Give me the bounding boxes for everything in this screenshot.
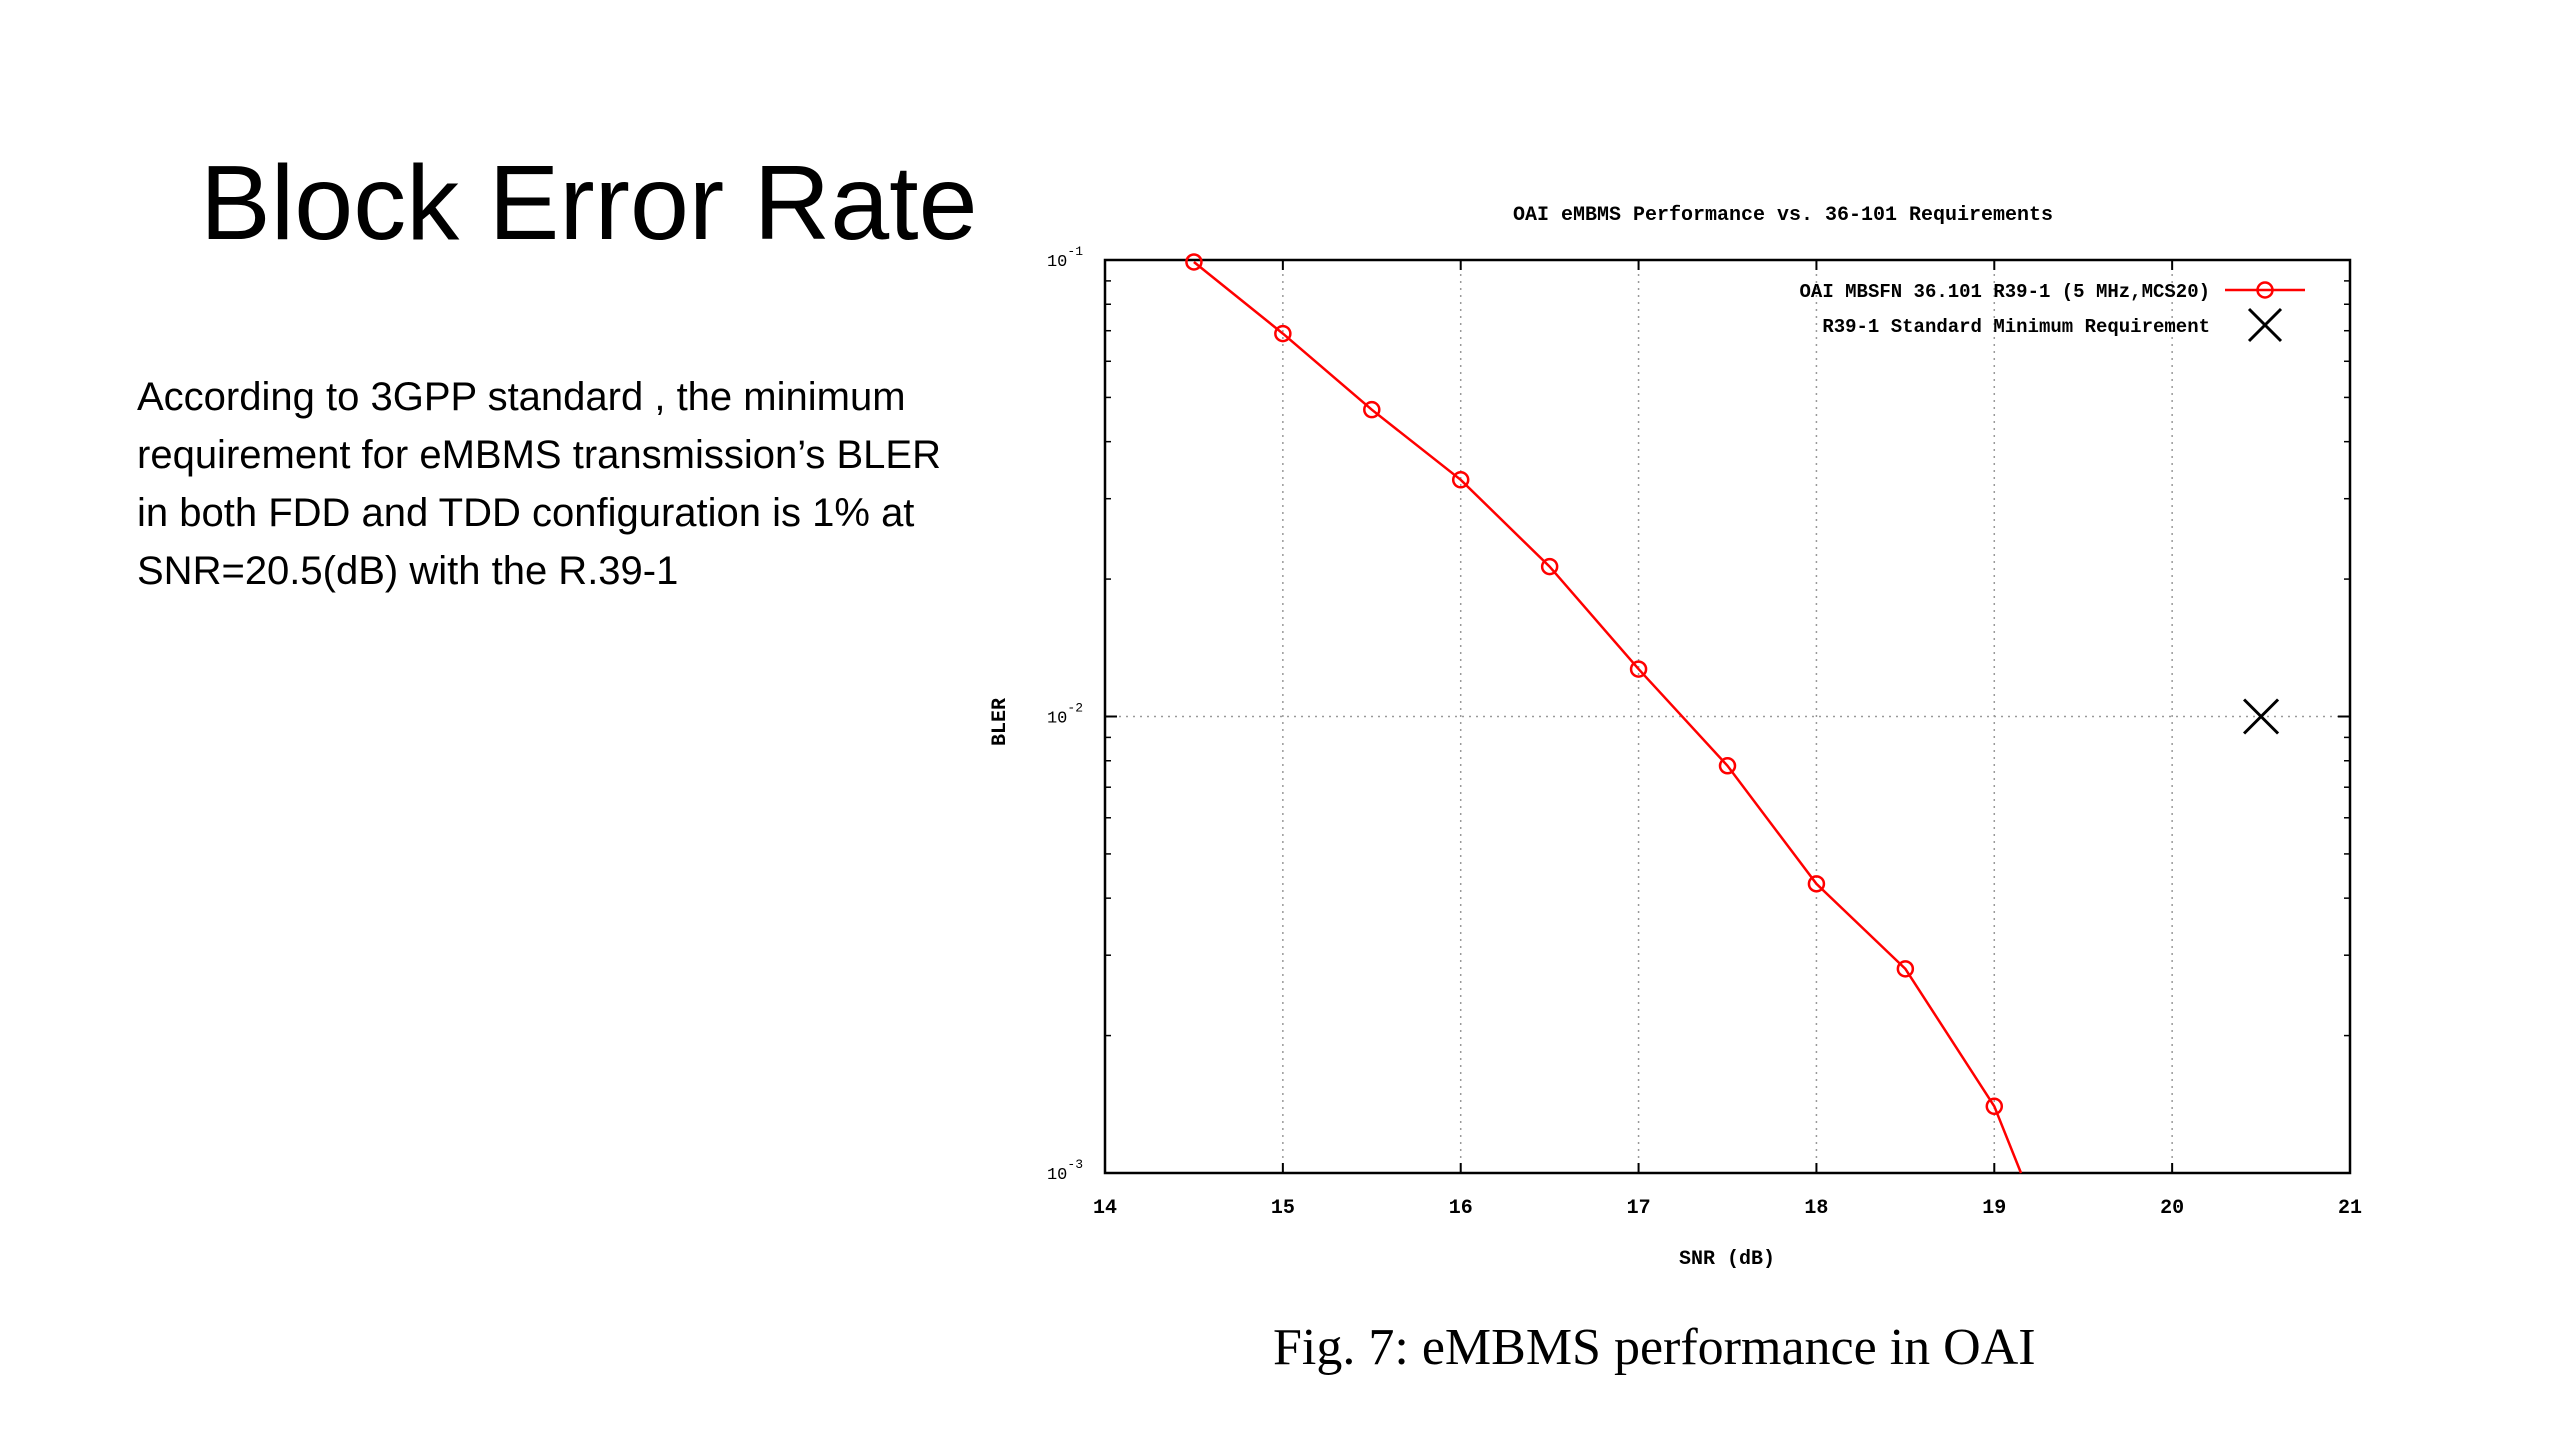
x-tick-label: 16 (1449, 1197, 1473, 1220)
legend-x-swatch (2247, 307, 2283, 343)
legend-label-oai: OAI MBSFN 36.101 R39-1 (5 MHz,MCS20) (1800, 281, 2210, 303)
y-tick-label: 10-1 (1047, 244, 1083, 272)
bler-series-line (1193, 261, 2023, 1174)
slide-title: Block Error Rate (200, 144, 978, 262)
grid-lines (1105, 260, 2350, 1173)
bler-data-point (1629, 660, 1648, 678)
bler-data-point (1185, 253, 1203, 271)
x-marker-stroke (2243, 698, 2280, 735)
series-marks (1185, 253, 2280, 1174)
legend: OAI MBSFN 36.101 R39-1 (5 MHz,MCS20) R39-… (1800, 281, 2305, 343)
x-axis-label: SNR (dB) (1679, 1248, 1775, 1271)
x-tick-label: 19 (1982, 1197, 2006, 1220)
bler-data-point (1363, 400, 1381, 419)
x-tick-label: 14 (1093, 1197, 1117, 1220)
x-tick-label: 17 (1627, 1197, 1651, 1220)
bler-data-point (1985, 1097, 2004, 1116)
axis-ticks: 14 15 16 17 18 19 20 21 10-1 10-2 10-3 (1047, 244, 2362, 1220)
bler-data-point (1718, 757, 1737, 775)
bler-data-point (1451, 471, 1470, 489)
x-tick-label: 21 (2338, 1197, 2362, 1220)
x-tick-label: 15 (1271, 1197, 1295, 1220)
bler-data-point (1807, 875, 1826, 893)
requirement-x-marker (2243, 698, 2280, 735)
bler-data-point (1274, 324, 1292, 343)
bler-data-point (1896, 960, 1915, 978)
y-axis-label: BLER (989, 698, 1012, 746)
slide-body-text: According to 3GPP standard , the minimum… (137, 375, 941, 593)
chart-title: OAI eMBMS Performance vs. 36-101 Require… (1513, 204, 2053, 227)
y-tick-label: 10-3 (1047, 1157, 1083, 1185)
legend-circle-swatch (2256, 281, 2274, 299)
x-tick-label: 18 (1804, 1197, 1828, 1220)
legend-label-requirement: R39-1 Standard Minimum Requirement (1822, 316, 2210, 338)
figure-caption: Fig. 7: eMBMS performance in OAI (1273, 1319, 2036, 1376)
bler-data-point (1540, 557, 1559, 576)
bler-chart: OAI eMBMS Performance vs. 36-101 Require… (989, 204, 2362, 1271)
y-tick-label: 10-2 (1047, 701, 1083, 729)
x-tick-label: 20 (2160, 1197, 2184, 1220)
